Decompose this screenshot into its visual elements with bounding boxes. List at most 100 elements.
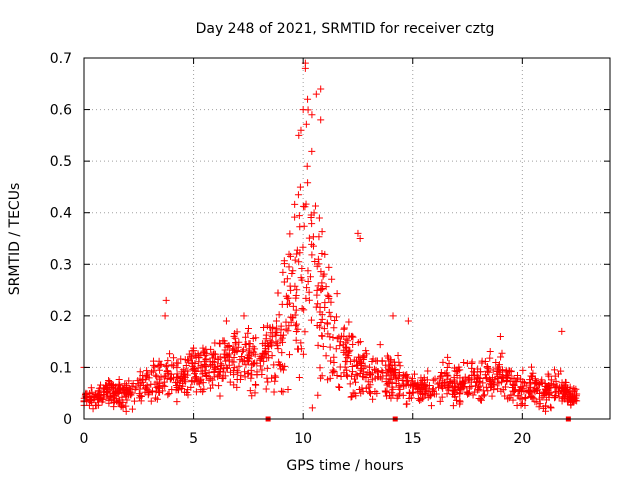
data-point-953 [148, 388, 156, 396]
data-point-50 [182, 362, 190, 370]
data-point-1192 [417, 396, 425, 404]
data-point-1231 [240, 357, 248, 365]
data-point-694 [475, 385, 483, 393]
y-tick-label-7: 0.7 [50, 51, 72, 67]
data-point-notable-20 [240, 312, 248, 320]
data-point-1114 [318, 315, 326, 323]
data-point-1204 [378, 375, 386, 383]
data-point-1021 [293, 286, 301, 294]
data-point-1309 [99, 384, 107, 392]
data-point-1189 [151, 363, 159, 371]
data-point-1371 [110, 392, 118, 400]
data-point-77 [546, 403, 554, 411]
data-point-1314 [144, 370, 152, 378]
data-point-1176 [506, 378, 514, 386]
data-point-686 [507, 391, 515, 399]
data-point-notable-6 [312, 90, 320, 98]
data-point-1396 [321, 303, 329, 311]
data-point-1277 [527, 384, 535, 392]
data-point-1095 [208, 376, 216, 384]
data-point-notable-18 [558, 327, 566, 335]
data-point-644 [396, 362, 404, 370]
data-point-1329 [297, 274, 305, 282]
data-point-665 [233, 383, 241, 391]
data-point-652 [168, 386, 176, 394]
data-point-1240 [527, 392, 535, 400]
data-point-906 [443, 369, 451, 377]
data-point-1136 [279, 366, 287, 374]
data-point-581 [443, 364, 451, 372]
data-point-1375 [308, 240, 316, 248]
data-point-1158 [104, 387, 112, 395]
data-point-914 [494, 363, 502, 371]
data-point-974 [190, 347, 198, 355]
y-tick-label-1: 0.1 [50, 360, 72, 376]
data-point-1245 [487, 381, 495, 389]
data-point-1119 [184, 356, 192, 364]
data-point-334 [279, 268, 287, 276]
data-point-658 [469, 391, 477, 399]
data-point-1345 [453, 386, 461, 394]
data-point-570 [173, 398, 181, 406]
data-point-1126 [484, 363, 492, 371]
data-point-444 [216, 392, 224, 400]
data-point-1058 [550, 366, 558, 374]
data-point-511 [136, 368, 144, 376]
data-point-1104 [302, 120, 310, 128]
data-point-768 [551, 391, 559, 399]
data-point-869 [567, 398, 575, 406]
data-point-1356 [562, 386, 570, 394]
data-point-853 [118, 393, 126, 401]
data-point-1391 [115, 380, 123, 388]
data-point-163 [327, 298, 335, 306]
data-point-1140 [137, 397, 145, 405]
data-point-518 [170, 354, 178, 362]
data-point-932 [188, 354, 196, 362]
data-point-886 [439, 358, 447, 366]
data-point-309 [318, 279, 326, 287]
data-point-1180 [492, 359, 500, 367]
data-point-1143 [502, 372, 510, 380]
data-point-816 [173, 373, 181, 381]
data-point-880 [169, 374, 177, 382]
data-point-763 [292, 292, 300, 300]
data-point-1032 [309, 242, 317, 250]
data-point-1247 [343, 366, 351, 374]
data-point-notable-5 [308, 111, 316, 119]
data-point-662 [366, 381, 374, 389]
data-point-1233 [319, 272, 327, 280]
chart-title: Day 248 of 2021, SRMTID for receiver czt… [196, 21, 495, 37]
data-point-711 [175, 386, 183, 394]
data-point-1364 [225, 342, 233, 350]
data-point-1084 [241, 373, 249, 381]
data-point-1145 [400, 372, 408, 380]
data-point-1093 [484, 387, 492, 395]
data-point-664 [553, 382, 561, 390]
data-point-1288 [374, 368, 382, 376]
data-point-679 [382, 361, 390, 369]
data-point-1335 [206, 384, 214, 392]
data-point-602 [192, 388, 200, 396]
data-point-465 [272, 373, 280, 381]
data-point-1321 [463, 388, 471, 396]
data-point-364 [325, 292, 333, 300]
data-point-1382 [125, 377, 133, 385]
data-point-873 [504, 395, 512, 403]
data-point-980 [366, 390, 374, 398]
data-point-335 [289, 302, 297, 310]
data-point-358 [285, 351, 293, 359]
data-point-671 [519, 366, 527, 374]
data-point-1069 [287, 318, 295, 326]
data-point-1000 [424, 367, 432, 375]
data-point-1284 [246, 340, 254, 348]
data-point-1327 [293, 250, 301, 258]
data-point-741 [345, 348, 353, 356]
data-point-923 [314, 341, 322, 349]
data-point-1099 [333, 372, 341, 380]
data-point-1304 [453, 371, 461, 379]
data-point-1388 [349, 333, 357, 341]
data-point-1290 [116, 398, 124, 406]
data-point-1232 [427, 391, 435, 399]
data-point-1267 [416, 379, 424, 387]
data-point-990 [394, 375, 402, 383]
